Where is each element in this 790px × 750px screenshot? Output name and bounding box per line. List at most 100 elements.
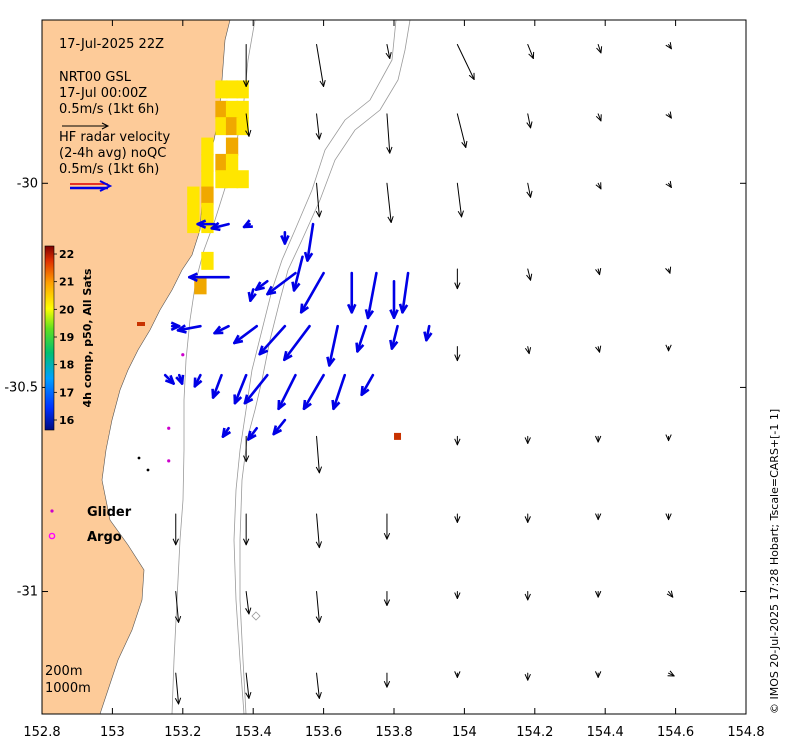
- colorbar-tick-label: 19: [59, 331, 74, 344]
- vector-shaft: [316, 672, 320, 699]
- vector-head: [383, 599, 391, 607]
- sst-cell: [201, 186, 214, 205]
- radar-vector: [326, 324, 339, 367]
- radar-vector: [272, 418, 287, 436]
- sst-cell: [394, 432, 402, 440]
- radar-vector: [242, 219, 253, 229]
- y-tick-label: -30: [17, 176, 38, 191]
- vector-head: [303, 251, 314, 262]
- sst-cell: [225, 117, 239, 136]
- model-vector: [665, 180, 672, 188]
- sst-cell: [236, 80, 249, 99]
- vector-head: [423, 331, 433, 342]
- vector-shaft: [360, 373, 375, 397]
- radar-vector: [175, 373, 185, 385]
- model-vector: [454, 346, 461, 362]
- vector-shaft: [277, 373, 297, 411]
- radar-vector: [233, 373, 248, 405]
- contour-deep: [233, 20, 397, 714]
- vector-shaft: [316, 591, 320, 623]
- radar-vector: [176, 324, 202, 334]
- vector-head: [386, 146, 393, 154]
- radar-vector: [254, 279, 269, 291]
- model-vector: [667, 670, 675, 677]
- vector-shaft: [245, 672, 250, 699]
- vector-head: [188, 272, 198, 282]
- vector-head: [245, 691, 252, 699]
- model-vector: [243, 513, 250, 546]
- radar-vector: [355, 324, 368, 353]
- model-vector: [316, 43, 326, 87]
- vector-shaft: [302, 373, 325, 411]
- vector-shaft: [327, 324, 339, 367]
- vector-head: [283, 350, 293, 362]
- x-tick-label: 154: [452, 725, 477, 740]
- model-vector: [665, 111, 672, 119]
- model-vector: [454, 435, 461, 446]
- model-vector: [386, 182, 394, 223]
- vector-head: [210, 221, 221, 232]
- model-vector: [454, 513, 461, 523]
- radar-vector: [346, 271, 357, 314]
- vector-shaft: [211, 373, 223, 399]
- vector-shaft: [175, 591, 180, 623]
- radar-vector: [247, 426, 259, 441]
- argo-legend-label: Argo: [87, 530, 122, 545]
- vector-shaft: [386, 182, 392, 223]
- vector-head: [233, 334, 244, 345]
- model-vector: [454, 671, 461, 678]
- vector-head: [665, 42, 672, 50]
- vector-shaft: [266, 271, 297, 296]
- model-vector: [456, 113, 468, 148]
- radar-vector: [423, 324, 433, 342]
- vector-head: [213, 325, 224, 335]
- vector-head: [457, 210, 464, 218]
- vector-head: [526, 190, 533, 198]
- radar-vector: [213, 324, 230, 335]
- vector-head: [211, 388, 221, 399]
- y-tick-label: -30.5: [4, 380, 38, 395]
- model-vector: [666, 590, 674, 598]
- vector-head: [454, 282, 461, 290]
- vector-head: [277, 399, 287, 411]
- sst-cell: [236, 170, 249, 189]
- radar-vector: [247, 288, 257, 302]
- vector-head: [175, 374, 185, 385]
- model-vector: [526, 182, 533, 198]
- radar-vector: [277, 373, 297, 411]
- vector-shaft: [597, 113, 602, 122]
- contour-1000m: [239, 20, 411, 714]
- vector-head: [315, 466, 323, 474]
- vector-shaft: [356, 324, 368, 353]
- vector-head: [360, 385, 370, 397]
- vector-head: [247, 291, 257, 302]
- x-tick-label: 153.4: [235, 725, 272, 740]
- model-vector: [315, 435, 323, 474]
- model-vector: [172, 513, 179, 546]
- radar-vector: [233, 324, 259, 345]
- vector-head: [385, 51, 392, 59]
- radar-vector: [163, 373, 175, 385]
- vector-head: [665, 180, 672, 188]
- sst-cell: [215, 170, 228, 189]
- vector-head: [233, 394, 243, 405]
- model-vector: [524, 346, 532, 355]
- sst-cell: [201, 153, 214, 172]
- vector-head: [174, 615, 182, 623]
- x-axis: 152.8 153 153.2 153.4 153.6 153.8 154 154.2 154.…: [23, 20, 765, 740]
- x-tick-label: 154.4: [587, 725, 624, 740]
- model-label-line2: 17-Jul 00:00Z: [59, 86, 147, 101]
- glider-point: [181, 353, 185, 357]
- vector-head: [454, 592, 461, 600]
- vector-head: [595, 345, 602, 353]
- model-vector: [243, 43, 250, 87]
- vector-head: [595, 268, 602, 276]
- radar-vector: [211, 373, 223, 399]
- model-vector: [315, 591, 322, 623]
- x-tick-label: 152.8: [23, 725, 60, 740]
- vector-head: [524, 673, 531, 681]
- radar-vector: [283, 324, 311, 362]
- sst-layer: [187, 80, 402, 440]
- vector-head: [242, 219, 253, 229]
- vector-head: [665, 266, 672, 274]
